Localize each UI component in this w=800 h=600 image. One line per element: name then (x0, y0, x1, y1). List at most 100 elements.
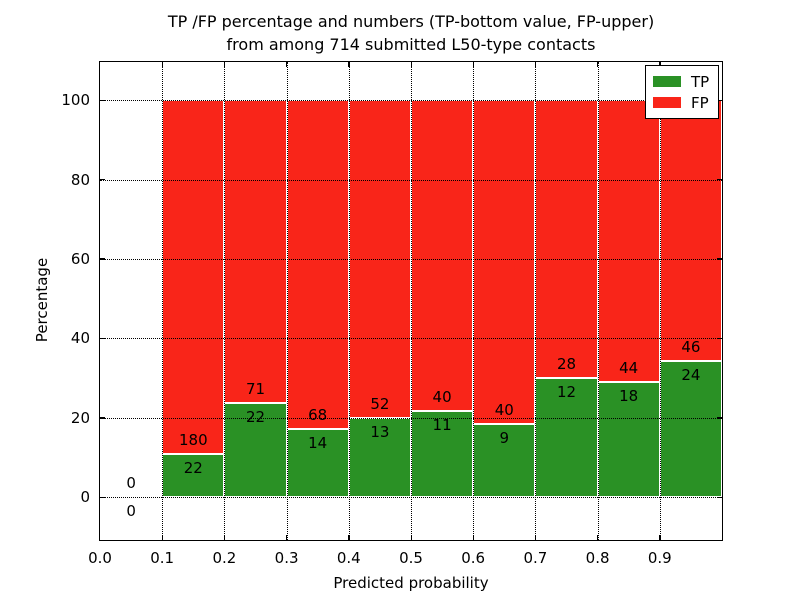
x-tick-mark (348, 535, 350, 540)
y-tick-label: 20 (70, 408, 90, 427)
bar-fp-segment (535, 100, 598, 379)
y-tick-mark (100, 179, 105, 181)
x-tick-mark (410, 62, 412, 67)
legend-swatch-tp (653, 76, 681, 87)
bar-tp-segment (348, 417, 411, 498)
bar-label-fp: 180 (178, 430, 208, 449)
gridline-v (473, 62, 475, 540)
bar-fp-segment (224, 100, 287, 404)
x-tick-label: 0.0 (88, 549, 112, 567)
x-tick-label: 0.2 (212, 549, 237, 567)
y-tick-mark (100, 337, 105, 340)
gridline-h (100, 179, 722, 181)
x-tick-mark (534, 535, 537, 540)
y-tick-mark (717, 417, 722, 419)
legend: TP FP (645, 65, 720, 119)
y-tick-mark (100, 417, 105, 419)
gridline-v (286, 62, 288, 540)
gridline-v (224, 62, 226, 540)
x-tick-mark (659, 535, 661, 540)
bar-label-fp: 68 (308, 406, 328, 425)
x-tick-label: 0.3 (274, 549, 299, 567)
gridline-h (100, 417, 722, 419)
chart-title-line1: TP /FP percentage and numbers (TP-bottom… (167, 12, 655, 31)
x-tick-mark (223, 62, 226, 67)
gridline-v (348, 62, 350, 540)
bar-tp-segment (411, 411, 474, 498)
y-tick-label: 60 (70, 249, 90, 268)
gridline-v (659, 62, 661, 540)
gridline-h (100, 258, 722, 260)
gridline-v (597, 62, 599, 540)
y-tick-label: 100 (61, 91, 90, 110)
bar-fp-segment (286, 100, 349, 430)
bar-tp-segment (659, 360, 722, 498)
bar-label-fp: 71 (245, 380, 266, 399)
x-tick-mark (286, 62, 288, 67)
bar-label-tp: 9 (499, 429, 510, 448)
y-tick-mark (100, 258, 105, 260)
x-tick-label: 0.9 (647, 549, 672, 567)
bar-label-tp: 14 (308, 434, 328, 453)
bar-label-tp: 12 (556, 383, 577, 402)
bar-label-fp: 44 (619, 358, 639, 377)
bar-fp-segment (473, 100, 536, 425)
x-tick-mark (161, 62, 163, 67)
bar-tp-segment (535, 378, 598, 498)
legend-swatch-fp (653, 97, 681, 108)
bar-fp-segment (659, 100, 722, 361)
x-tick-label: 0.7 (523, 549, 548, 567)
legend-label-fp: FP (691, 93, 709, 112)
x-tick-label: 0.5 (399, 549, 423, 567)
y-tick-label: 40 (70, 329, 90, 348)
x-tick-label: 0.4 (336, 549, 361, 567)
y-axis-label: Percentage (33, 257, 51, 343)
x-axis-label: Predicted probability (333, 574, 489, 592)
chart-title-line2: from among 714 submitted L50-type contac… (226, 35, 596, 54)
x-tick-mark (348, 62, 350, 67)
legend-item-tp: TP (653, 71, 709, 92)
y-tick-mark (717, 179, 722, 181)
bar-label-tp: 13 (370, 422, 390, 441)
x-tick-mark (223, 535, 226, 540)
plot-area: 0 0 180 22 71 22 68 14 52 13 40 11 40 9 28 12 44 18 46 24 (99, 61, 723, 541)
bar-label-fp: 40 (494, 401, 514, 420)
bar-label-tp: 0 (126, 502, 136, 521)
x-tick-mark (472, 62, 474, 67)
bar-fp-segment (597, 100, 660, 382)
gridline-v (535, 62, 537, 540)
y-tick-label: 80 (70, 170, 90, 189)
bar-tp-segment (224, 403, 287, 498)
bar-label-tp: 18 (619, 386, 639, 405)
x-tick-mark (472, 535, 474, 540)
x-tick-mark (286, 535, 288, 540)
bar-label-fp: 52 (370, 394, 390, 413)
gridline-h (100, 497, 722, 499)
bar-fp-segment (162, 100, 225, 454)
x-tick-mark (410, 535, 412, 540)
x-tick-label: 0.1 (150, 549, 175, 567)
gridline-v (411, 62, 412, 540)
bar-fp-segment (411, 100, 474, 412)
y-tick-mark (100, 496, 105, 498)
x-tick-label: 0.8 (585, 549, 610, 567)
y-tick-mark (100, 99, 105, 101)
gridline-v (162, 62, 164, 540)
bar-label-tp: 24 (681, 365, 701, 384)
bar-label-fp: 40 (432, 388, 452, 407)
bar-label-tp: 22 (245, 408, 266, 427)
gridline-h (100, 100, 722, 102)
y-tick-mark (717, 496, 722, 498)
y-tick-mark (717, 337, 722, 340)
x-tick-mark (534, 62, 537, 67)
bar-label-tp: 11 (432, 416, 452, 435)
legend-label-tp: TP (691, 72, 710, 91)
x-tick-mark (597, 62, 599, 67)
gridline-h (100, 338, 722, 340)
bar-tp-segment (162, 453, 225, 498)
bar-label-fp: 28 (556, 355, 577, 374)
y-tick-label: 0 (80, 488, 90, 507)
bar-label-tp: 22 (183, 458, 203, 477)
chart-title: TP /FP percentage and numbers (TP-bottom… (100, 10, 722, 56)
